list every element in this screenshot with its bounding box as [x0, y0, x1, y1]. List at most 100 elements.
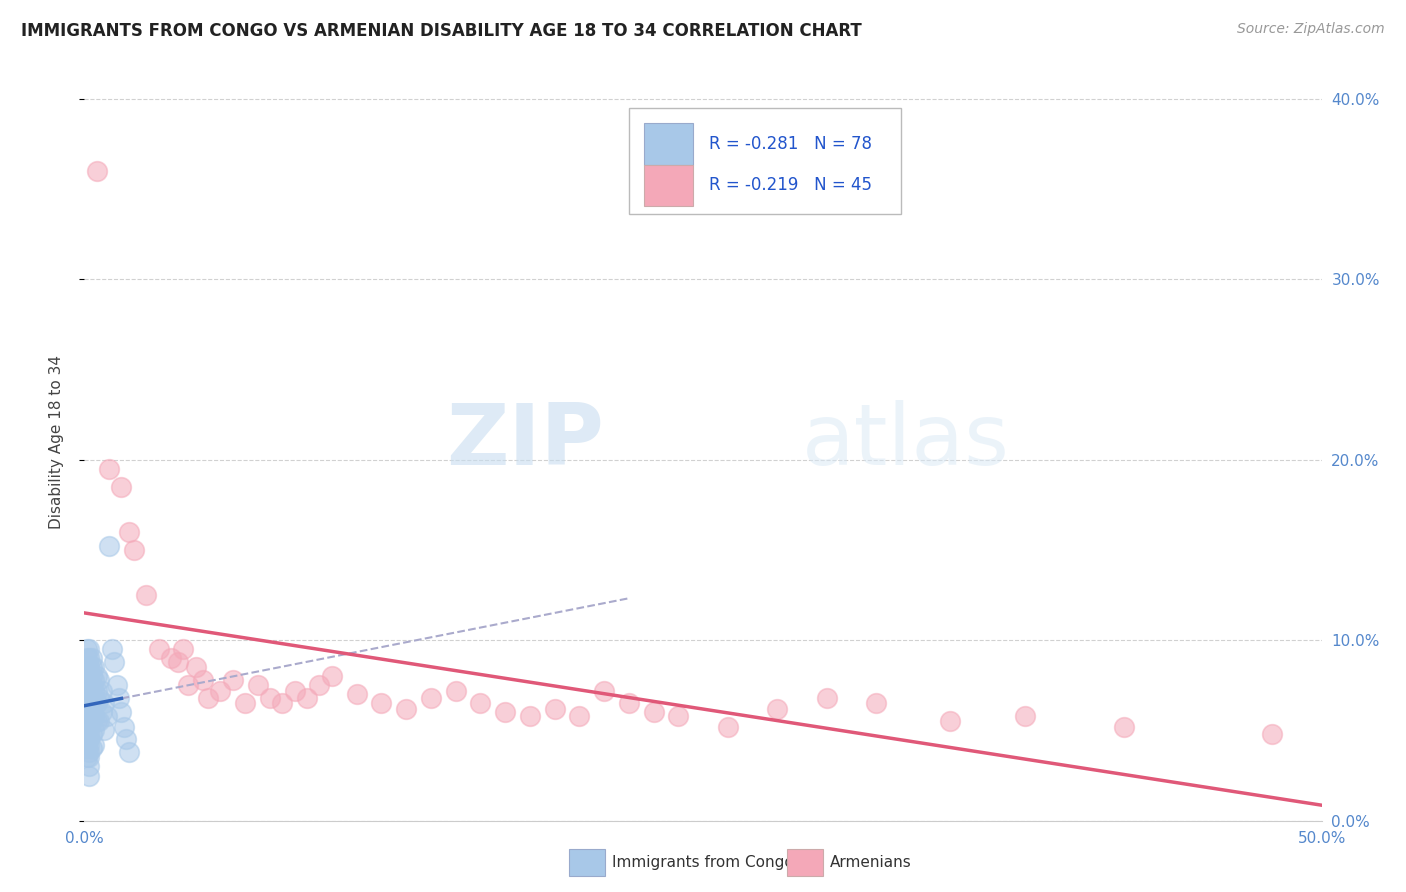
Point	[79, 709, 101, 723]
Point	[321, 669, 343, 683]
Point	[197, 690, 219, 705]
Point	[118, 524, 141, 539]
Y-axis label: Disability Age 18 to 34: Disability Age 18 to 34	[49, 354, 63, 529]
Point	[470, 696, 492, 710]
Point	[419, 690, 441, 705]
Point	[79, 665, 101, 680]
Point	[76, 723, 98, 738]
Point	[93, 723, 115, 738]
Point	[76, 683, 98, 698]
Point	[79, 702, 101, 716]
Point	[568, 709, 591, 723]
Point	[115, 732, 138, 747]
Point	[815, 690, 838, 705]
Point	[395, 702, 418, 716]
Point	[246, 678, 269, 692]
Point	[79, 696, 101, 710]
Point	[79, 738, 101, 752]
Point	[79, 750, 101, 764]
Text: atlas: atlas	[801, 400, 1010, 483]
Point	[89, 714, 111, 729]
Point	[160, 651, 183, 665]
Point	[80, 660, 103, 674]
Point	[79, 759, 101, 773]
Point	[865, 696, 887, 710]
Point	[98, 539, 121, 553]
Point	[80, 687, 103, 701]
Point	[98, 461, 121, 475]
Point	[939, 714, 962, 729]
Point	[80, 714, 103, 729]
Point	[172, 642, 194, 657]
Point	[494, 706, 516, 720]
Point	[83, 723, 105, 738]
Point	[148, 642, 170, 657]
FancyBboxPatch shape	[628, 108, 901, 214]
Point	[83, 709, 105, 723]
Point	[1014, 709, 1036, 723]
Point	[76, 706, 98, 720]
FancyBboxPatch shape	[644, 123, 693, 165]
Point	[76, 687, 98, 701]
Point	[90, 683, 112, 698]
Point	[167, 655, 190, 669]
Point	[233, 696, 256, 710]
Point	[76, 651, 98, 665]
Point	[86, 163, 108, 178]
Point	[76, 741, 98, 756]
Point	[83, 696, 105, 710]
Point	[79, 690, 101, 705]
Text: R = -0.219   N = 45: R = -0.219 N = 45	[709, 177, 872, 194]
Point	[76, 727, 98, 741]
Point	[76, 678, 98, 692]
Point	[110, 480, 132, 494]
Text: Immigrants from Congo: Immigrants from Congo	[612, 855, 793, 870]
Point	[83, 673, 105, 687]
Point	[519, 709, 541, 723]
Point	[76, 720, 98, 734]
Point	[76, 696, 98, 710]
Point	[108, 690, 131, 705]
Point	[191, 673, 214, 687]
Point	[76, 642, 98, 657]
Point	[76, 709, 98, 723]
Point	[86, 714, 108, 729]
Point	[370, 696, 392, 710]
Point	[177, 678, 200, 692]
Point	[666, 709, 689, 723]
Point	[76, 714, 98, 729]
Point	[86, 696, 108, 710]
Point	[79, 683, 101, 698]
Text: ZIP: ZIP	[446, 400, 605, 483]
Point	[308, 678, 330, 692]
Point	[79, 745, 101, 759]
Point	[271, 696, 294, 710]
Point	[79, 732, 101, 747]
Point	[79, 642, 101, 657]
Point	[100, 642, 122, 657]
Text: Armenians: Armenians	[830, 855, 911, 870]
Point	[76, 673, 98, 687]
Point	[80, 696, 103, 710]
Point	[617, 696, 640, 710]
Point	[717, 720, 740, 734]
Point	[222, 673, 245, 687]
Point	[444, 683, 467, 698]
Point	[259, 690, 281, 705]
Point	[93, 696, 115, 710]
Point	[1261, 727, 1284, 741]
Point	[593, 683, 616, 698]
Point	[80, 706, 103, 720]
Point	[543, 702, 565, 716]
Point	[1112, 720, 1135, 734]
Point	[80, 669, 103, 683]
Point	[295, 690, 318, 705]
Text: Source: ZipAtlas.com: Source: ZipAtlas.com	[1237, 22, 1385, 37]
Point	[184, 660, 207, 674]
Point	[76, 690, 98, 705]
Point	[80, 678, 103, 692]
Point	[284, 683, 307, 698]
Point	[76, 750, 98, 764]
Point	[135, 588, 157, 602]
Point	[80, 727, 103, 741]
